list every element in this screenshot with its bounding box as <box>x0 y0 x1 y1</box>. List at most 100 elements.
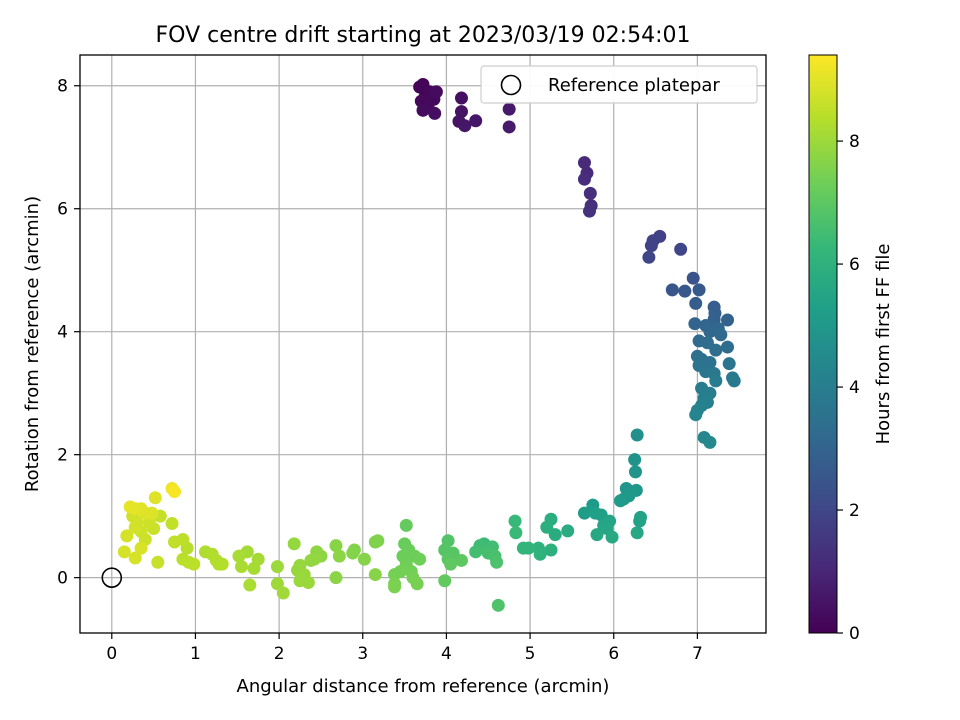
colorbar-tick-label: 2 <box>849 501 860 521</box>
data-point <box>123 500 137 514</box>
x-axis: 0 1 2 3 4 5 6 7 <box>106 633 703 664</box>
data-point <box>458 119 472 133</box>
data-point <box>686 271 700 285</box>
data-point <box>128 520 142 534</box>
legend-label: Reference platepar <box>548 75 720 96</box>
y-tick-label: 4 <box>57 323 68 343</box>
data-point <box>388 568 402 582</box>
data-point <box>454 105 468 119</box>
data-point <box>703 325 717 339</box>
y-tick-label: 8 <box>57 77 68 97</box>
data-point <box>692 283 706 297</box>
data-point <box>287 537 301 551</box>
data-point <box>508 514 522 528</box>
legend-marker-icon <box>500 74 522 96</box>
data-point <box>117 545 131 559</box>
data-point <box>727 374 741 388</box>
data-point <box>548 528 562 542</box>
x-tick-label: 6 <box>608 644 619 664</box>
data-points <box>117 78 741 612</box>
data-point <box>540 520 554 534</box>
data-point <box>399 518 413 532</box>
data-point <box>628 465 642 479</box>
legend: Reference platepar <box>480 65 758 104</box>
data-point <box>714 328 728 342</box>
data-point <box>689 408 703 422</box>
data-point <box>247 561 261 575</box>
data-point <box>120 529 134 543</box>
data-point <box>590 528 604 542</box>
grid <box>80 55 766 633</box>
x-tick-label: 0 <box>106 644 117 664</box>
colorbar-tick-label: 0 <box>849 624 860 644</box>
data-point <box>454 91 468 105</box>
data-point <box>438 574 452 588</box>
data-point <box>502 102 516 116</box>
x-axis-label: Angular distance from reference (arcmin) <box>237 676 610 697</box>
x-tick-label: 3 <box>357 644 368 664</box>
data-point <box>703 435 717 449</box>
data-point <box>215 557 229 571</box>
data-point <box>128 551 142 565</box>
x-tick-label: 7 <box>692 644 703 664</box>
colorbar-tick-label: 8 <box>849 132 860 152</box>
data-point <box>168 535 182 549</box>
data-point <box>583 186 597 200</box>
data-point <box>469 545 483 559</box>
data-point <box>301 576 315 590</box>
data-point <box>329 571 343 585</box>
data-point <box>332 549 346 563</box>
data-point <box>633 514 647 528</box>
data-point <box>168 485 182 499</box>
colorbar-label: Hours from first FF file <box>873 244 894 445</box>
x-tick-label: 4 <box>441 644 452 664</box>
data-point <box>577 506 591 520</box>
x-tick-label: 5 <box>525 644 536 664</box>
data-point <box>187 557 201 571</box>
data-point <box>674 242 688 256</box>
y-axis-label: Rotation from reference (arcmin) <box>22 196 43 492</box>
data-point <box>544 543 558 557</box>
data-point <box>145 506 159 520</box>
data-point <box>329 539 343 553</box>
data-point <box>577 156 591 170</box>
data-point <box>270 560 284 574</box>
reference-point-marker <box>101 567 123 588</box>
data-point <box>148 491 162 505</box>
y-axis: 0 2 4 6 8 <box>57 77 80 589</box>
y-tick-label: 6 <box>57 200 68 220</box>
colorbar-gradient <box>808 54 838 634</box>
data-point <box>368 535 382 549</box>
data-point <box>416 103 430 117</box>
data-point <box>644 239 658 253</box>
data-point <box>357 552 371 566</box>
data-point <box>628 453 642 467</box>
data-point <box>700 336 714 350</box>
chart-title: FOV centre drift starting at 2023/03/19 … <box>156 23 691 48</box>
data-point <box>561 524 575 538</box>
colorbar-tick-label: 6 <box>849 255 860 275</box>
colorbar: 0 2 4 6 8 Hours from first FF file <box>808 54 894 644</box>
data-point <box>722 357 736 371</box>
data-point <box>276 586 290 600</box>
y-tick-label: 2 <box>57 446 68 466</box>
data-point <box>134 541 148 555</box>
data-point <box>577 172 591 186</box>
x-tick-label: 2 <box>274 644 285 664</box>
data-point <box>678 284 692 298</box>
data-point <box>388 580 402 594</box>
data-point <box>582 204 596 218</box>
data-point <box>410 577 424 591</box>
data-point <box>630 526 644 540</box>
y-tick-label: 0 <box>57 569 68 589</box>
colorbar-tick-label: 4 <box>849 378 860 398</box>
data-point <box>709 343 723 357</box>
data-point <box>429 85 443 99</box>
data-point <box>721 313 735 327</box>
legend-box <box>480 65 758 104</box>
data-point <box>509 526 523 540</box>
data-point <box>502 120 516 134</box>
data-point <box>642 250 656 264</box>
data-point <box>232 549 246 563</box>
